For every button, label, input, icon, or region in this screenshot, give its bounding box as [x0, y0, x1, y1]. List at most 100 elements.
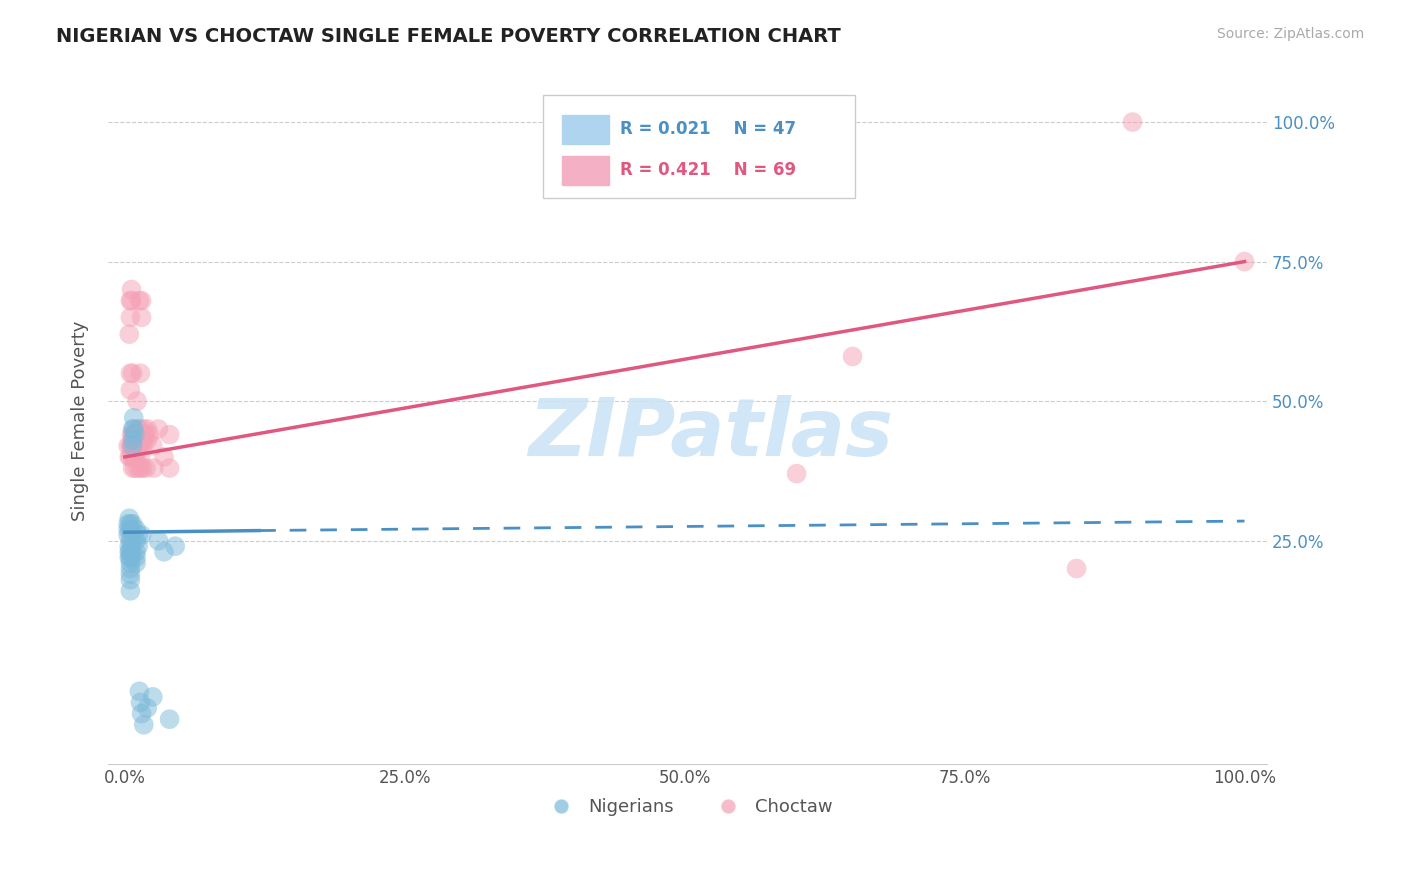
Point	[121, 433, 143, 447]
Point	[121, 545, 143, 559]
Point	[120, 550, 142, 565]
Point	[118, 550, 141, 565]
Point	[121, 439, 143, 453]
Point	[136, 701, 159, 715]
Point	[117, 523, 139, 537]
FancyBboxPatch shape	[562, 156, 609, 185]
Point	[128, 293, 150, 308]
Point	[125, 450, 148, 464]
Point	[127, 394, 149, 409]
Point	[117, 516, 139, 531]
Point	[120, 561, 142, 575]
Point	[148, 422, 170, 436]
Point	[120, 545, 142, 559]
Point	[120, 573, 142, 587]
Point	[148, 533, 170, 548]
Point	[131, 310, 153, 325]
Point	[122, 439, 145, 453]
Point	[120, 583, 142, 598]
Point	[124, 427, 146, 442]
Point	[121, 293, 143, 308]
Point	[124, 433, 146, 447]
Point	[128, 684, 150, 698]
Point	[153, 545, 176, 559]
Point	[121, 528, 143, 542]
Point	[120, 310, 142, 325]
Point	[121, 283, 143, 297]
Point	[136, 433, 159, 447]
Point	[125, 545, 148, 559]
Point	[124, 427, 146, 442]
Point	[121, 439, 143, 453]
Point	[120, 293, 142, 308]
Point	[132, 718, 155, 732]
Point	[122, 450, 145, 464]
Point	[118, 539, 141, 553]
Point	[786, 467, 808, 481]
Legend: Nigerians, Choctaw: Nigerians, Choctaw	[536, 791, 839, 823]
Point	[159, 427, 181, 442]
Point	[124, 450, 146, 464]
Point	[142, 439, 165, 453]
Point	[1066, 561, 1088, 575]
Point	[132, 422, 155, 436]
FancyBboxPatch shape	[562, 115, 609, 144]
Text: R = 0.421    N = 69: R = 0.421 N = 69	[620, 161, 796, 179]
Point	[128, 439, 150, 453]
Point	[129, 366, 152, 380]
Point	[127, 439, 149, 453]
Point	[142, 690, 165, 704]
Point	[165, 539, 187, 553]
Point	[131, 433, 153, 447]
Point	[159, 712, 181, 726]
Point	[131, 427, 153, 442]
Point	[127, 439, 149, 453]
Point	[127, 528, 149, 542]
Point	[125, 433, 148, 447]
Point	[122, 427, 145, 442]
Point	[131, 528, 153, 542]
Point	[127, 422, 149, 436]
Y-axis label: Single Female Poverty: Single Female Poverty	[72, 320, 89, 521]
Point	[131, 427, 153, 442]
Point	[120, 383, 142, 397]
Point	[122, 410, 145, 425]
Point	[117, 439, 139, 453]
Point	[118, 327, 141, 342]
Point	[131, 439, 153, 453]
Point	[127, 427, 149, 442]
Point	[121, 539, 143, 553]
Point	[117, 528, 139, 542]
Point	[129, 427, 152, 442]
Point	[120, 523, 142, 537]
Point	[120, 556, 142, 570]
Point	[121, 516, 143, 531]
Point	[132, 433, 155, 447]
Point	[153, 450, 176, 464]
Point	[134, 427, 156, 442]
Point	[136, 422, 159, 436]
Point	[124, 461, 146, 475]
Point	[120, 516, 142, 531]
FancyBboxPatch shape	[543, 95, 855, 197]
Point	[125, 439, 148, 453]
Point	[120, 450, 142, 464]
Point	[124, 439, 146, 453]
Point	[125, 556, 148, 570]
Point	[121, 422, 143, 436]
Point	[131, 293, 153, 308]
Point	[121, 366, 143, 380]
Point	[1233, 254, 1256, 268]
Text: NIGERIAN VS CHOCTAW SINGLE FEMALE POVERTY CORRELATION CHART: NIGERIAN VS CHOCTAW SINGLE FEMALE POVERT…	[56, 27, 841, 45]
Point	[121, 450, 143, 464]
Point	[127, 461, 149, 475]
Point	[128, 422, 150, 436]
Text: R = 0.021    N = 47: R = 0.021 N = 47	[620, 120, 796, 138]
Point	[121, 427, 143, 442]
Point	[127, 427, 149, 442]
Point	[121, 523, 143, 537]
Point	[841, 350, 863, 364]
Point	[120, 533, 142, 548]
Point	[125, 550, 148, 565]
Point	[118, 450, 141, 464]
